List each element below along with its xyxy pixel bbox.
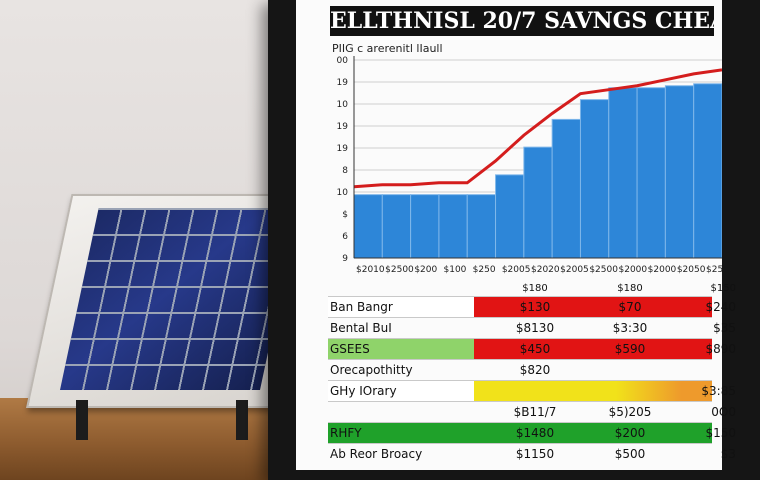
table-cell: $35 bbox=[713, 321, 736, 335]
table-cell: $150 bbox=[705, 426, 736, 440]
y-tick-label: 8 bbox=[342, 166, 348, 176]
solar-panel-leg bbox=[76, 400, 88, 440]
table-cell: $890 bbox=[705, 342, 736, 356]
chart-poster-frame: ELLTHNISL 20/7 SAVNGS CHEART PIIG c arer… bbox=[268, 0, 760, 480]
x-tick-label: $250 bbox=[473, 265, 496, 275]
table-cell: Bental BuI bbox=[330, 321, 392, 335]
y-tick-label: $ bbox=[342, 210, 348, 220]
x-tick-label: $2500 bbox=[385, 265, 414, 275]
table-header: $180 $180 $150 bbox=[328, 282, 736, 296]
x-tick-label: $2010 bbox=[356, 265, 385, 275]
table-row: GSEES $450 $590 $890 bbox=[328, 338, 736, 359]
table-row: RHFY $1480 $200 $150 bbox=[328, 422, 736, 443]
table-cell bbox=[590, 381, 670, 401]
chart-title: ELLTHNISL 20/7 SAVNGS CHEART bbox=[330, 6, 714, 36]
table-cell: $70 bbox=[618, 300, 642, 314]
table-cell: $590 bbox=[614, 342, 646, 356]
y-tick-label: 10 bbox=[337, 100, 349, 110]
y-tick-label: 19 bbox=[337, 144, 349, 154]
table-header-cell: $180 bbox=[522, 283, 548, 294]
table-cell: $5)205 bbox=[608, 405, 652, 419]
table-cell: $240 bbox=[705, 300, 736, 314]
table-cell: Ab Reor Broacy bbox=[330, 447, 423, 461]
table-cell: $8130 bbox=[515, 321, 555, 335]
area-column bbox=[636, 87, 666, 259]
table-cell: $130 bbox=[519, 300, 551, 314]
x-tick-label: $2020 bbox=[531, 265, 560, 275]
table-cell: Ban Bangr bbox=[330, 300, 393, 314]
table-cell bbox=[480, 381, 590, 401]
area-column bbox=[353, 194, 383, 259]
table-cell: $B11/7 bbox=[513, 405, 557, 419]
area-column bbox=[495, 174, 525, 259]
savings-line bbox=[353, 68, 722, 189]
table-row: Ban Bangr $130 $70 $240 bbox=[328, 296, 736, 317]
area-column bbox=[579, 99, 610, 259]
area-column bbox=[608, 87, 638, 259]
x-tick-label: $2500 bbox=[706, 265, 722, 275]
y-tick-label: 00 bbox=[337, 56, 349, 66]
table-cell: 0O0 bbox=[711, 405, 736, 419]
y-tick-label: 6 bbox=[342, 232, 348, 242]
table-cell: $820 bbox=[519, 363, 551, 377]
table-row: Bental BuI $8130 $3:30 $35 bbox=[328, 317, 736, 338]
area-column bbox=[410, 194, 440, 259]
area-column bbox=[381, 194, 412, 259]
table-cell: GHy IOrary bbox=[330, 384, 397, 398]
table-header-cell: $180 bbox=[617, 283, 643, 294]
chart-poster: ELLTHNISL 20/7 SAVNGS CHEART PIIG c arer… bbox=[296, 0, 736, 470]
table-row: $B11/7 $5)205 0O0 bbox=[328, 401, 736, 422]
area-column bbox=[664, 85, 695, 259]
x-tick-label: $2000 bbox=[619, 265, 648, 275]
table-cell: $1480 bbox=[515, 426, 555, 440]
table-cell: $450 bbox=[519, 342, 551, 356]
x-tick-label: $2005 bbox=[560, 265, 589, 275]
x-tick-label: $2050 bbox=[677, 265, 706, 275]
table-cell bbox=[590, 360, 670, 380]
table-row: Orecapothitty $820 bbox=[328, 359, 712, 380]
table-cell bbox=[670, 360, 736, 380]
y-tick-label: 19 bbox=[337, 122, 349, 132]
x-tick-label: $2005 bbox=[502, 265, 531, 275]
table-cell: $3:85 bbox=[701, 384, 736, 398]
area-column bbox=[551, 118, 581, 259]
x-tick-label: $100 bbox=[444, 265, 467, 275]
table-cell bbox=[330, 402, 478, 422]
table-header-cell bbox=[330, 282, 478, 296]
table-cell: GSEES bbox=[330, 342, 370, 356]
y-tick-label: 19 bbox=[337, 78, 349, 88]
table-cell: RHFY bbox=[330, 426, 362, 440]
table-cell: $3:30 bbox=[612, 321, 648, 335]
y-tick-label: 9 bbox=[342, 254, 348, 264]
table-cell: $200 bbox=[614, 426, 646, 440]
table-cell: $1150 bbox=[515, 447, 555, 461]
table-cell: $3 bbox=[720, 447, 736, 461]
table-row: Ab Reor Broacy $1150 $500 $3 bbox=[328, 443, 736, 464]
solar-panel bbox=[26, 194, 326, 440]
area-column bbox=[523, 146, 553, 259]
x-tick-label: $2500 bbox=[589, 265, 618, 275]
area-column bbox=[466, 194, 497, 259]
x-tick-label: $200 bbox=[414, 265, 437, 275]
area-column bbox=[693, 83, 722, 259]
solar-panel-leg bbox=[236, 400, 248, 440]
solar-panel-cells bbox=[60, 208, 299, 390]
area-column bbox=[438, 194, 468, 259]
table-cell: $500 bbox=[614, 447, 646, 461]
table-cell: Orecapothitty bbox=[330, 363, 413, 377]
y-tick-label: 10 bbox=[337, 188, 349, 198]
table-header-cell: $150 bbox=[710, 283, 736, 294]
chart-subtitle: PIIG c arerenitl lIaull bbox=[332, 42, 443, 55]
table-row: GHy IOrary $3:85 bbox=[328, 380, 736, 401]
savings-table: $180 $180 $150 Ban Bangr $130 $70 $240 Bental … bbox=[328, 282, 736, 464]
x-tick-label: $2000 bbox=[648, 265, 677, 275]
